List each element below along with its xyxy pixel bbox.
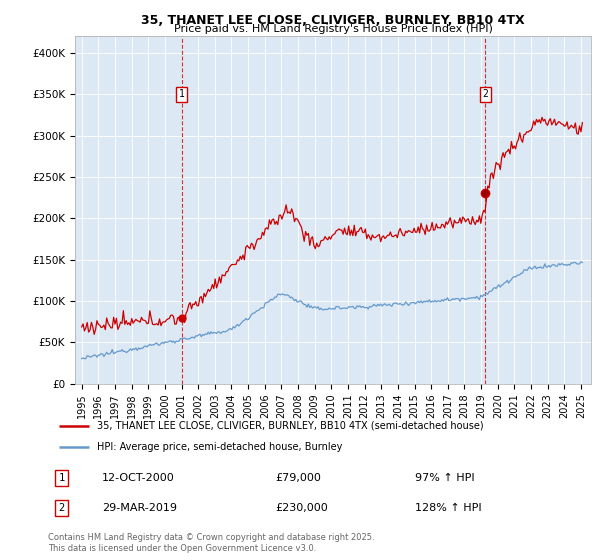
Text: 2: 2 xyxy=(482,89,488,99)
Text: 29-MAR-2019: 29-MAR-2019 xyxy=(102,503,177,513)
Text: 1: 1 xyxy=(58,473,65,483)
Text: 97% ↑ HPI: 97% ↑ HPI xyxy=(415,473,475,483)
Text: 35, THANET LEE CLOSE, CLIVIGER, BURNLEY, BB10 4TX: 35, THANET LEE CLOSE, CLIVIGER, BURNLEY,… xyxy=(141,14,525,27)
Text: 1: 1 xyxy=(179,89,184,99)
Text: HPI: Average price, semi-detached house, Burnley: HPI: Average price, semi-detached house,… xyxy=(97,442,342,452)
Text: 12-OCT-2000: 12-OCT-2000 xyxy=(102,473,175,483)
Text: £79,000: £79,000 xyxy=(275,473,320,483)
Text: 35, THANET LEE CLOSE, CLIVIGER, BURNLEY, BB10 4TX (semi-detached house): 35, THANET LEE CLOSE, CLIVIGER, BURNLEY,… xyxy=(97,421,483,431)
Text: 2: 2 xyxy=(58,503,65,513)
Text: Price paid vs. HM Land Registry's House Price Index (HPI): Price paid vs. HM Land Registry's House … xyxy=(173,24,493,34)
Text: £230,000: £230,000 xyxy=(275,503,328,513)
Text: 128% ↑ HPI: 128% ↑ HPI xyxy=(415,503,482,513)
Text: Contains HM Land Registry data © Crown copyright and database right 2025.
This d: Contains HM Land Registry data © Crown c… xyxy=(48,533,374,553)
